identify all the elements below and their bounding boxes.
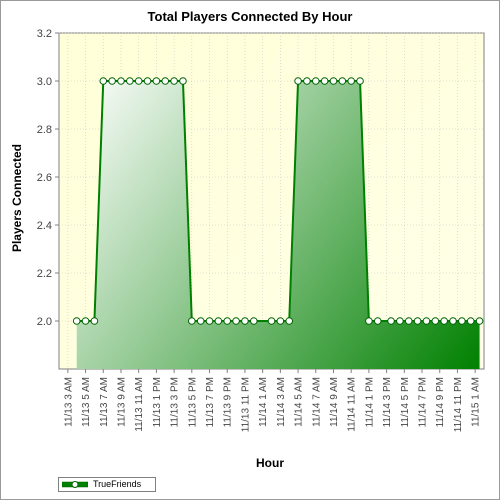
data-point — [356, 77, 364, 85]
data-point — [329, 77, 338, 85]
data-point — [303, 77, 311, 85]
x-tick-label: 11/13 1 PM — [152, 377, 163, 427]
y-tick-label: 3.0 — [37, 76, 52, 88]
data-point — [422, 317, 431, 325]
chart-title: Total Players Connected By Hour — [147, 9, 353, 24]
x-tick-label: 11/14 11 PM — [453, 377, 464, 432]
x-tick-label: 11/13 3 PM — [170, 377, 181, 427]
area-fill — [76, 81, 480, 369]
x-tick-label: 11/15 1 AM — [471, 377, 482, 427]
x-tick-labels: 11/13 3 AM 11/13 5 AM 11/13 7 AM 11/13 9 AM… — [63, 377, 481, 432]
x-tick-label: 11/14 7 AM — [311, 377, 322, 427]
data-point — [134, 77, 143, 85]
data-point — [396, 317, 404, 325]
data-point — [431, 317, 440, 325]
x-tick-label: 11/14 1 AM — [258, 377, 269, 427]
data-point — [475, 317, 484, 325]
x-tick-label: 11/14 5 PM — [400, 377, 411, 427]
data-point — [241, 317, 249, 325]
x-tick-label: 11/14 5 AM — [294, 377, 305, 427]
data-point — [108, 77, 116, 85]
y-tick-label: 2.4 — [37, 220, 52, 232]
legend: TrueFriends — [58, 477, 156, 492]
data-point — [90, 317, 99, 325]
data-point — [205, 317, 214, 325]
data-point — [117, 77, 125, 85]
x-tick-label: 11/13 5 PM — [187, 377, 198, 427]
data-point — [267, 317, 276, 325]
x-tick-label: 11/13 3 AM — [63, 377, 74, 427]
data-point — [249, 317, 258, 325]
x-tick-label: 11/13 9 AM — [116, 377, 127, 427]
axes — [55, 32, 476, 373]
x-tick-label: 11/13 7 AM — [99, 377, 110, 427]
data-point — [466, 317, 475, 325]
data-point — [365, 317, 373, 325]
data-point — [179, 77, 187, 85]
y-tick-label: 2.2 — [37, 268, 52, 280]
data-point — [294, 77, 302, 85]
legend-label: TrueFriends — [93, 479, 142, 489]
x-tick-label: 11/14 3 AM — [276, 377, 287, 427]
data-point — [449, 317, 457, 325]
x-tick-label: 11/13 9 PM — [223, 377, 234, 427]
data-point — [99, 77, 108, 85]
data-point — [170, 77, 178, 85]
data-point — [143, 77, 152, 85]
data-point — [373, 317, 382, 325]
y-tick-label: 2.0 — [37, 316, 52, 328]
y-tick-label: 2.6 — [37, 172, 52, 184]
y-tick-label: 3.2 — [37, 28, 52, 40]
x-tick-label: 11/14 9 PM — [435, 377, 446, 427]
data-point — [161, 77, 170, 85]
data-point — [458, 317, 466, 325]
data-point — [72, 317, 81, 325]
x-tick-label: 11/13 5 AM — [81, 377, 92, 427]
x-axis-label: Hour — [256, 456, 284, 470]
data-point — [188, 317, 196, 325]
x-tick-label: 11/13 11 PM — [240, 377, 251, 432]
x-tick-label: 11/14 11 AM — [347, 377, 358, 432]
data-point — [196, 317, 205, 325]
data-point — [338, 77, 347, 85]
x-tick-label: 11/14 3 PM — [382, 377, 393, 427]
y-tick-label: 2.8 — [37, 124, 52, 136]
data-point — [232, 317, 240, 325]
data-point — [320, 77, 329, 85]
data-point — [81, 317, 90, 325]
data-point — [387, 317, 395, 325]
x-tick-label: 11/14 9 AM — [329, 377, 340, 427]
data-point — [223, 317, 232, 325]
data-point — [440, 317, 448, 325]
x-tick-label: 11/13 7 PM — [205, 377, 216, 427]
data-point — [413, 317, 422, 325]
data-point — [347, 77, 355, 85]
data-point — [152, 77, 161, 85]
data-markers — [72, 77, 484, 325]
data-point — [126, 77, 134, 85]
x-tick-label: 11/14 7 PM — [418, 377, 429, 427]
data-point — [311, 77, 320, 85]
data-point — [214, 317, 223, 325]
y-tick-labels: 2.0 2.2 2.4 2.6 2.8 3.0 3.2 — [37, 28, 52, 328]
legend-swatch-icon — [62, 481, 88, 488]
data-point — [276, 317, 285, 325]
x-tick-label: 11/14 1 PM — [364, 377, 375, 427]
data-point — [285, 317, 294, 325]
x-tick-label: 11/13 11 AM — [134, 377, 145, 432]
data-point — [404, 317, 413, 325]
